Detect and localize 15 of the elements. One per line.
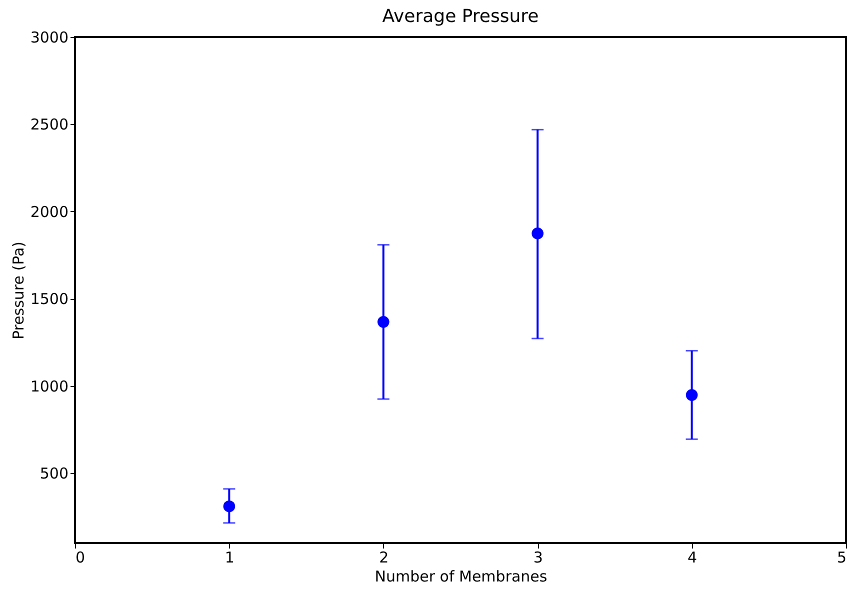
y-tick-label: 500 [40,464,68,483]
chart-title: Average Pressure [382,6,539,27]
y-tick-label: 1500 [30,290,68,308]
x-tick-label: 0 [76,548,86,566]
y-tick-label: 2500 [30,116,68,134]
y-tick-label: 1000 [30,377,68,396]
x-tick-label: 3 [533,548,543,566]
x-tick-label: 2 [379,548,389,566]
y-tick-label: 2000 [30,202,68,221]
x-axis-title: Number of Membranes [374,568,548,586]
y-tick-label: 3000 [30,28,68,46]
x-tick-label: 5 [836,548,846,566]
y-axis-title: Pressure (Pa) [9,241,28,340]
x-tick-label: 1 [224,548,234,566]
x-tick-label: 4 [688,548,698,566]
